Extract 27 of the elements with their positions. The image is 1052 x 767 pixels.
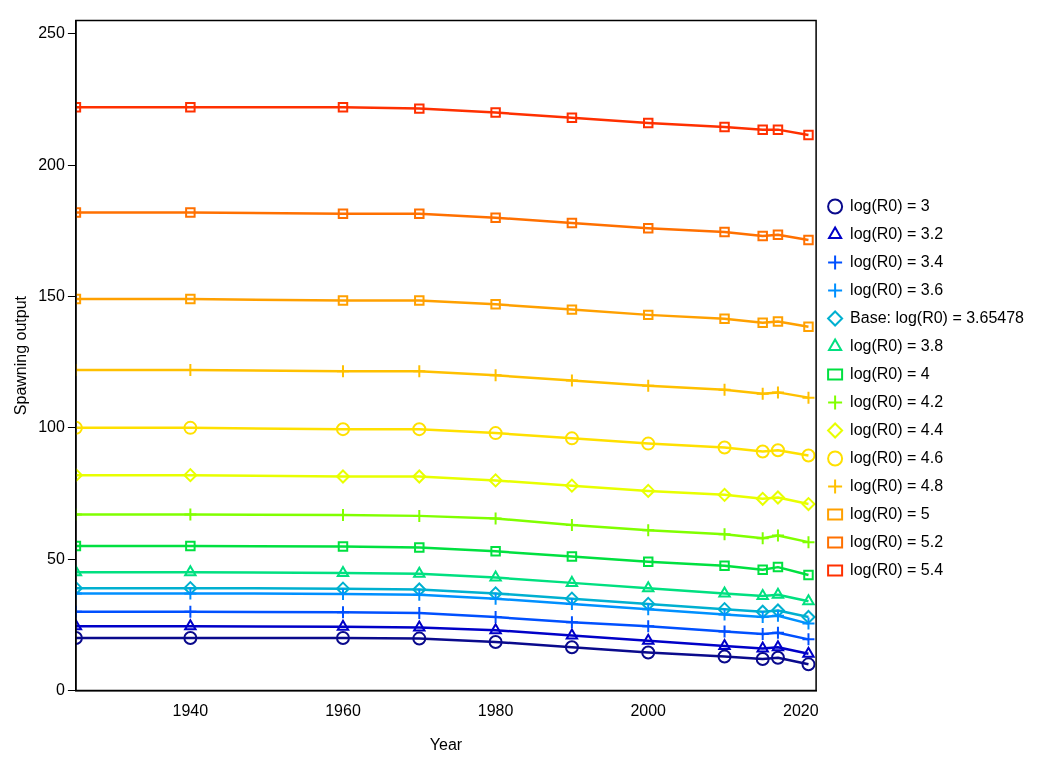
legend-label: log(R0) = 4 bbox=[850, 364, 930, 382]
x-tick-label: 2020 bbox=[783, 701, 819, 719]
legend-label: log(R0) = 3 bbox=[850, 196, 930, 214]
x-tick-label: 2000 bbox=[630, 701, 667, 719]
legend-label: log(R0) = 4.2 bbox=[850, 392, 944, 410]
y-tick-label: 200 bbox=[38, 155, 65, 173]
y-tick-label: 50 bbox=[47, 549, 65, 567]
legend-label: log(R0) = 3.4 bbox=[850, 252, 944, 270]
legend-label: log(R0) = 4.6 bbox=[850, 448, 944, 466]
x-tick-label: 1980 bbox=[477, 701, 514, 719]
legend-label: log(R0) = 4.4 bbox=[850, 420, 944, 438]
legend-label: log(R0) = 3.2 bbox=[850, 224, 944, 242]
legend-label: Base: log(R0) = 3.65478 bbox=[850, 308, 1025, 326]
legend-label: log(R0) = 3.6 bbox=[850, 280, 944, 298]
legend-label: log(R0) = 5.2 bbox=[850, 532, 944, 550]
legend-label: log(R0) = 4.8 bbox=[850, 476, 944, 494]
y-tick-label: 0 bbox=[55, 681, 65, 699]
legend-label: log(R0) = 3.8 bbox=[850, 336, 944, 354]
legend-label: log(R0) = 5 bbox=[850, 504, 930, 522]
x-tick-label: 1940 bbox=[172, 701, 209, 719]
y-tick-label: 150 bbox=[38, 286, 65, 304]
x-tick-label: 1960 bbox=[325, 701, 361, 719]
y-axis-title: Spawning output bbox=[12, 295, 30, 416]
x-axis-title: Year bbox=[429, 735, 463, 753]
y-tick-label: 250 bbox=[38, 24, 65, 42]
legend-label: log(R0) = 5.4 bbox=[850, 560, 944, 578]
y-tick-label: 100 bbox=[38, 418, 65, 436]
